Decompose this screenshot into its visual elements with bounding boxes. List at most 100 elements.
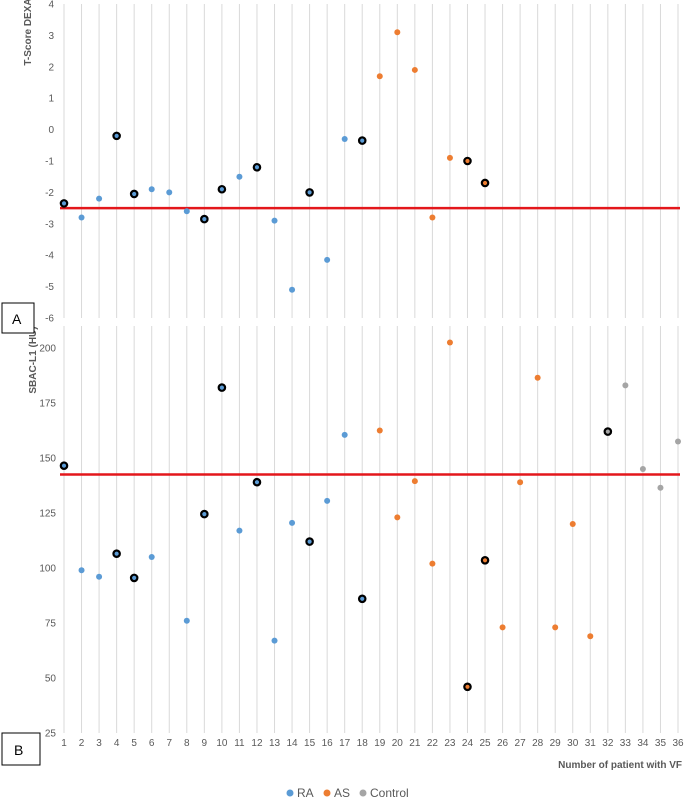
x-tick-label: 17 — [339, 738, 351, 749]
data-point-ra-with-vf-outline — [129, 189, 139, 199]
data-point-ra — [341, 431, 348, 438]
x-tick-label: 28 — [532, 738, 544, 749]
y-tick-label: 125 — [39, 509, 56, 520]
data-point-as — [446, 154, 453, 161]
data-point-control — [657, 484, 664, 491]
x-tick-label: 22 — [427, 738, 439, 749]
y-tick-label: -2 — [45, 188, 54, 199]
x-tick-label: 9 — [202, 738, 208, 749]
y-tick-label: 1 — [48, 94, 54, 105]
y-tick-label: 75 — [45, 619, 57, 630]
data-point-as — [429, 560, 436, 567]
x-tick-label: 23 — [444, 738, 456, 749]
data-point-as — [517, 479, 524, 486]
x-tick-label: 6 — [149, 738, 155, 749]
x-tick-label: 27 — [515, 738, 527, 749]
y-tick-label: 4 — [48, 0, 54, 11]
data-point-as — [569, 521, 576, 527]
data-point-as-with-vf-outline — [463, 156, 472, 166]
data-point-as — [411, 66, 418, 73]
x-tick-label: 3 — [96, 738, 102, 749]
panel-a-t-score-dexa: 4 3 2 1 0 -1 -2 -3 -4 -5 -6 T-Score DEXA — [23, 0, 680, 325]
data-point-ra — [166, 189, 173, 196]
data-point-control-with-vf-outline — [603, 427, 613, 436]
data-point-ra — [78, 214, 85, 221]
x-tick-label: 11 — [234, 738, 245, 749]
x-tick-label: 25 — [479, 738, 491, 749]
x-tick-label: 5 — [131, 738, 137, 749]
data-point-ra — [148, 554, 155, 560]
y-axis-title: T-Score DEXA — [23, 0, 34, 66]
data-point-as-with-vf-outline — [463, 682, 472, 692]
data-point-ra — [78, 567, 85, 574]
y-tick-label: -1 — [45, 157, 54, 168]
x-tick-label: 21 — [409, 738, 421, 749]
x-tick-label: 20 — [392, 738, 404, 749]
x-tick-label: 19 — [374, 738, 386, 749]
data-point-ra-with-vf-outline — [112, 131, 121, 141]
x-tick-label: 13 — [269, 738, 281, 749]
data-point-ra — [271, 637, 278, 644]
y-tick-label: -5 — [45, 282, 54, 293]
y-tick-label: -4 — [45, 251, 54, 262]
y-tick-label: -6 — [45, 314, 54, 325]
data-point-control — [639, 466, 646, 472]
data-point-ra-with-vf-outline — [252, 477, 262, 487]
y-tick-label: 3 — [48, 31, 54, 42]
data-point-as-with-vf-outline — [480, 178, 490, 188]
x-tick-label: 32 — [602, 738, 614, 749]
data-point-ra-with-vf-outline — [305, 537, 314, 546]
data-point-ra — [324, 256, 331, 263]
x-tick-label: 16 — [322, 738, 334, 749]
data-point-as — [552, 624, 559, 631]
x-tick-label: 24 — [462, 738, 474, 749]
data-point-ra — [96, 573, 103, 580]
x-tick-label: 15 — [304, 738, 316, 749]
data-point-ra-with-vf-outline — [200, 214, 209, 224]
data-point-ra-with-vf-outline — [112, 549, 121, 559]
panel-label-b-box — [1, 732, 41, 766]
x-axis-title: Number of patient with VF — [558, 760, 682, 771]
data-point-as — [429, 214, 436, 221]
x-tick-label: 29 — [550, 738, 562, 749]
x-tick-label: 33 — [620, 738, 632, 749]
data-point-ra — [96, 195, 103, 202]
x-tick-label: 18 — [357, 738, 369, 749]
data-point-ra-with-vf-outline — [305, 188, 314, 197]
x-tick-label: 36 — [672, 738, 684, 749]
data-point-ra — [289, 286, 296, 293]
x-tick-label: 26 — [497, 738, 509, 749]
data-point-as — [376, 73, 383, 80]
data-point-ra-with-vf-outline — [129, 573, 139, 583]
x-tick-label: 2 — [79, 738, 85, 749]
y-tick-label: -3 — [45, 219, 54, 230]
y-tick-label: 175 — [39, 399, 56, 410]
data-point-as — [587, 633, 594, 640]
data-point-ra — [236, 173, 243, 180]
legend-marker-control — [359, 789, 367, 797]
x-tick-label: 35 — [655, 738, 667, 749]
data-point-ra-with-vf-outline — [200, 509, 209, 519]
data-point-ra — [183, 208, 190, 215]
data-point-control — [622, 382, 629, 389]
data-point-ra — [148, 186, 155, 193]
x-tick-label: 7 — [166, 738, 172, 749]
data-point-ra-with-vf-outline — [59, 199, 69, 208]
x-tick-label: 10 — [216, 738, 228, 749]
data-point-ra — [236, 527, 243, 534]
x-tick-label: 1 — [61, 738, 67, 749]
data-point-ra-with-vf-outline — [357, 136, 367, 145]
data-point-ra-with-vf-outline — [357, 594, 367, 604]
x-tick-label: 30 — [567, 738, 579, 749]
data-point-as — [394, 29, 401, 36]
legend: RA AS Control — [286, 786, 409, 799]
data-point-ra-with-vf-outline — [59, 461, 69, 471]
legend-marker-as — [323, 789, 331, 797]
legend-label-ra: RA — [297, 786, 314, 799]
x-tick-label: 12 — [251, 738, 263, 749]
data-point-ra-with-vf-outline — [217, 383, 227, 392]
panel-label-b: B — [14, 742, 23, 758]
panel-label-a: A — [12, 311, 22, 327]
